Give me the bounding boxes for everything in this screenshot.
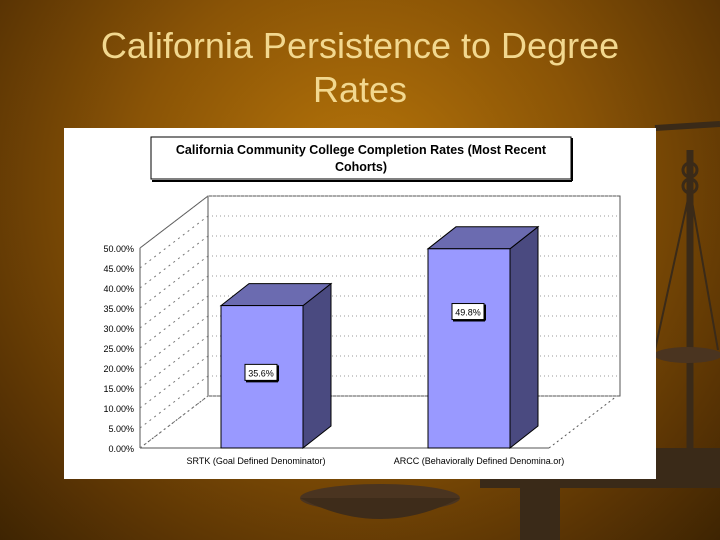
y-tick-label: 25.00%	[103, 344, 134, 354]
y-tick-label: 20.00%	[103, 364, 134, 374]
x-axis-category-labels: SRTK (Goal Defined Denominator) ARCC (Beh…	[187, 456, 565, 466]
gridline-side-0	[139, 395, 209, 449]
bar-front-face	[427, 248, 511, 449]
bar-side-face	[302, 282, 332, 450]
y-tick-label: 40.00%	[103, 284, 134, 294]
slide-title-line-2: Rates	[312, 69, 408, 110]
chart-floor-left-edge	[139, 395, 209, 449]
chart-axes	[139, 195, 621, 449]
gridline-side-10	[139, 195, 209, 249]
y-tick-label: 30.00%	[103, 324, 134, 334]
y-tick-label: 15.00%	[103, 384, 134, 394]
bar-side-face	[509, 225, 539, 450]
chart-panel: California Community College Completion …	[64, 128, 656, 479]
gridline-side-1	[139, 375, 209, 429]
gridline-side-2	[139, 355, 209, 409]
x-category-label: SRTK (Goal Defined Denominator)	[187, 456, 326, 466]
x-category-label: ARCC (Behaviorally Defined Denomina.or)	[394, 456, 565, 466]
slide-title: California Persistence to Degree Rates	[0, 24, 720, 112]
slide-title-line-1: California Persistence to Degree	[100, 25, 620, 66]
bar-chart: California Community College Completion …	[103, 136, 621, 466]
chart-title-line-1: California Community College Completion …	[176, 143, 547, 157]
y-tick-label: 50.00%	[103, 244, 134, 254]
bar-0: 35.6%	[219, 282, 333, 450]
gridline-side-4	[139, 315, 209, 369]
bar-1: 49.8%	[426, 225, 540, 450]
chart-title-line-2: Cohorts)	[335, 160, 387, 174]
chart-bars: 35.6% 49.8%	[219, 225, 540, 450]
y-tick-label: 0.00%	[108, 444, 134, 454]
y-tick-label: 5.00%	[108, 424, 134, 434]
chart-floor-right-edge	[548, 395, 618, 449]
chart-title-box: California Community College Completion …	[150, 136, 573, 182]
gridline-side-8	[139, 235, 209, 289]
gridline-side-7	[139, 255, 209, 309]
gridline-side-5	[139, 295, 209, 349]
y-tick-label: 35.00%	[103, 304, 134, 314]
y-tick-label: 10.00%	[103, 404, 134, 414]
data-label: 35.6%	[248, 368, 274, 378]
data-label: 49.8%	[455, 308, 481, 318]
y-tick-label: 45.00%	[103, 264, 134, 274]
gridline-side-9	[139, 215, 209, 269]
gridline-side-3	[139, 335, 209, 389]
gridline-side-6	[139, 275, 209, 329]
y-axis-tick-labels: 0.00% 5.00% 10.00% 15.00% 20.00% 25.00% 30.00%…	[103, 244, 134, 454]
